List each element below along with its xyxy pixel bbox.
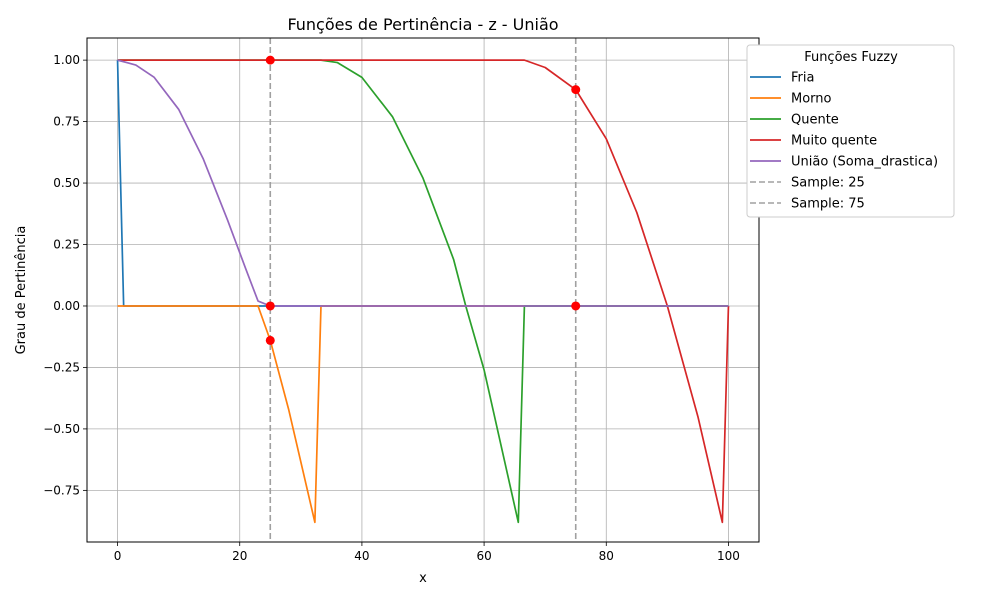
sample-lines bbox=[269, 38, 577, 542]
series-lines bbox=[116, 59, 730, 524]
series-line-quente bbox=[117, 59, 729, 524]
sample-marker-point bbox=[265, 301, 275, 311]
sample-marker-point bbox=[571, 85, 581, 95]
x-tick-label: 20 bbox=[232, 549, 247, 563]
x-axis-label: x bbox=[419, 571, 427, 586]
legend-label: Sample: 25 bbox=[791, 176, 865, 191]
series-line-muito-quente bbox=[117, 59, 730, 524]
legend-label: Sample: 75 bbox=[791, 197, 865, 212]
x-tick-label: 80 bbox=[599, 549, 614, 563]
grid bbox=[87, 38, 759, 542]
sample-marker-point bbox=[265, 335, 275, 345]
legend-label: Muito quente bbox=[791, 134, 877, 149]
y-tick-label: −0.25 bbox=[43, 360, 80, 374]
legend-items: Fria Morno Quente Muito quente União (Soma_d… bbox=[750, 71, 938, 212]
legend: Funções Fuzzy Fria Morno Quente Muito quent… bbox=[746, 44, 955, 218]
plot-frame bbox=[86, 37, 760, 543]
legend-box bbox=[746, 44, 955, 218]
legend-label: União (Soma_drastica) bbox=[791, 155, 938, 170]
y-tick-label: 0.50 bbox=[53, 176, 80, 190]
y-tick-label: 1.00 bbox=[53, 53, 80, 67]
x-tick-label: 0 bbox=[114, 549, 122, 563]
y-axis-label: Grau de Pertinência bbox=[14, 226, 29, 355]
y-tick-label: 0.25 bbox=[53, 238, 80, 252]
legend-label: Quente bbox=[791, 113, 839, 128]
axis-ticks: 0 20 40 60 80 100 −0.75 −0.50 −0.25 0.00 0.25 0.50 0… bbox=[43, 53, 740, 563]
y-tick-label: −0.75 bbox=[43, 483, 80, 497]
sample-markers bbox=[265, 55, 581, 345]
x-tick-label: 100 bbox=[717, 549, 740, 563]
legend-label: Fria bbox=[791, 71, 814, 86]
y-tick-label: −0.50 bbox=[43, 422, 80, 436]
sample-marker-point bbox=[265, 55, 275, 65]
series-line-uni-o-soma-drastica bbox=[117, 59, 729, 307]
y-tick-label: 0.00 bbox=[53, 299, 80, 313]
sample-marker-point bbox=[571, 301, 581, 311]
x-tick-label: 60 bbox=[476, 549, 491, 563]
legend-label: Morno bbox=[791, 92, 832, 107]
legend-title: Funções Fuzzy bbox=[804, 50, 898, 65]
x-tick-label: 40 bbox=[354, 549, 369, 563]
chart-title: Funções de Pertinência - z - União bbox=[287, 15, 558, 34]
y-tick-label: 0.75 bbox=[53, 115, 80, 129]
series-line-morno bbox=[117, 305, 729, 524]
